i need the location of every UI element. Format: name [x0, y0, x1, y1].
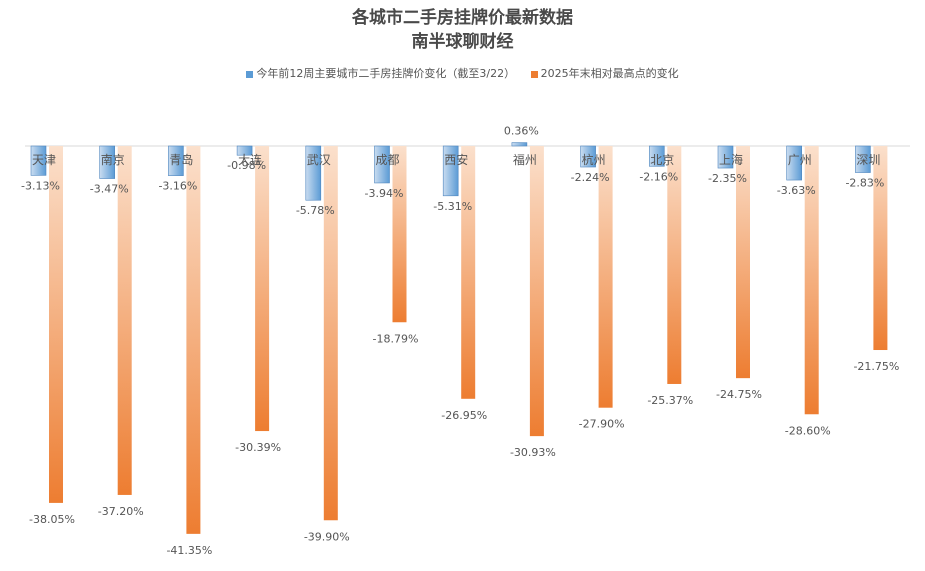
- bar-blue-city-5: [374, 145, 390, 184]
- chart-legend: 今年前12周主要城市二手房挂牌价变化（截至3/22） 2025年末相对最高点的变…: [0, 65, 925, 81]
- category-label: 成都: [376, 153, 400, 167]
- data-label-blue: -3.13%: [21, 179, 60, 192]
- legend-item-series-1: 今年前12周主要城市二手房挂牌价变化（截至3/22）: [246, 65, 515, 81]
- data-label-blue: -3.63%: [777, 184, 816, 197]
- data-label-blue: -0.98%: [227, 159, 266, 172]
- legend-item-series-2: 2025年末相对最高点的变化: [530, 65, 679, 81]
- bar-blue-city-9: [648, 145, 665, 167]
- bar-orange-city-11: [804, 146, 819, 415]
- category-label: 福州: [513, 152, 537, 167]
- data-label-orange: -25.37%: [647, 394, 693, 407]
- data-label-orange: -26.95%: [441, 409, 487, 422]
- data-label-orange: -41.35%: [166, 544, 212, 557]
- data-label-blue: 0.36%: [504, 125, 539, 138]
- bar-orange-city-2: [186, 146, 201, 534]
- data-label-blue: -2.35%: [708, 172, 747, 185]
- data-label-orange: -27.90%: [579, 418, 625, 431]
- bar-blue-city-4: [305, 145, 322, 201]
- bar-orange-city-5: [392, 146, 407, 323]
- data-label-blue: -5.31%: [433, 200, 472, 213]
- bar-blue-city-8: [580, 145, 596, 168]
- data-label-orange: -30.39%: [235, 441, 281, 454]
- bar-blue-city-7: [511, 142, 528, 147]
- category-label: 南京: [101, 152, 125, 167]
- bar-orange-city-3: [255, 146, 270, 432]
- data-label-orange: -39.90%: [304, 530, 350, 543]
- category-label: 青岛: [169, 152, 193, 167]
- bar-blue-city-10: [717, 145, 734, 169]
- bar-orange-city-6: [461, 146, 476, 399]
- data-label-blue: -2.83%: [845, 177, 884, 190]
- category-label: 西安: [444, 152, 468, 167]
- bar-blue-city-12: [855, 145, 871, 173]
- data-label-orange: -21.75%: [853, 360, 899, 373]
- legend-swatch-blue: [246, 70, 254, 78]
- category-label: 杭州: [582, 152, 606, 167]
- legend-label-series-1: 今年前12周主要城市二手房挂牌价变化（截至3/22）: [256, 67, 516, 80]
- bar-orange-city-9: [667, 146, 682, 384]
- data-label-blue: -3.47%: [90, 183, 129, 196]
- labels-group: 天津 -3.13% -38.05% 南京 -3.47% -37.20% 青岛 -3.16% -4…: [21, 125, 899, 557]
- category-label: 上海: [719, 152, 743, 167]
- data-label-orange: -30.93%: [510, 446, 556, 459]
- data-label-orange: -38.05%: [29, 513, 75, 526]
- bar-orange-city-10: [736, 146, 750, 379]
- bar-orange-city-0: [49, 146, 63, 503]
- data-label-orange: -37.20%: [98, 505, 144, 518]
- data-label-orange: -24.75%: [716, 388, 762, 401]
- bar-blue-city-3: [236, 145, 253, 156]
- bar-blue-city-1: [99, 145, 115, 179]
- bar-blue-city-6: [442, 145, 459, 197]
- chart-title: 各城市二手房挂牌价最新数据: [352, 8, 573, 28]
- category-label: 武汉: [307, 153, 331, 167]
- data-label-blue: -3.94%: [365, 187, 404, 200]
- bar-orange-city-4: [323, 146, 338, 521]
- data-label-blue: -2.16%: [639, 170, 678, 183]
- category-label: 大连: [238, 152, 262, 167]
- legend-swatch-orange: [530, 70, 538, 78]
- data-label-blue: -3.16%: [158, 180, 197, 193]
- bar-orange-city-1: [117, 146, 132, 495]
- category-label: 深圳: [856, 153, 880, 167]
- bar-blue-city-2: [168, 145, 184, 176]
- data-label-blue: -5.78%: [296, 204, 335, 217]
- category-label: 天津: [32, 153, 56, 167]
- legend-label-series-2: 2025年末相对最高点的变化: [540, 67, 679, 80]
- bar-orange-city-12: [873, 146, 888, 351]
- bar-blue-city-0: [30, 145, 47, 176]
- data-label-orange: -28.60%: [785, 424, 831, 437]
- bar-orange-city-7: [529, 146, 544, 437]
- bars-group: [30, 142, 888, 534]
- category-label: 北京: [650, 153, 674, 167]
- bar-blue-city-11: [786, 145, 803, 181]
- data-label-blue: -2.24%: [571, 171, 610, 184]
- category-label: 广州: [788, 153, 812, 167]
- title-block: 各城市二手房挂牌价最新数据 南半球聊财经: [0, 6, 925, 54]
- chart-subtitle: 南半球聊财经: [411, 32, 514, 52]
- data-label-orange: -18.79%: [373, 332, 419, 345]
- bar-orange-city-8: [598, 146, 613, 408]
